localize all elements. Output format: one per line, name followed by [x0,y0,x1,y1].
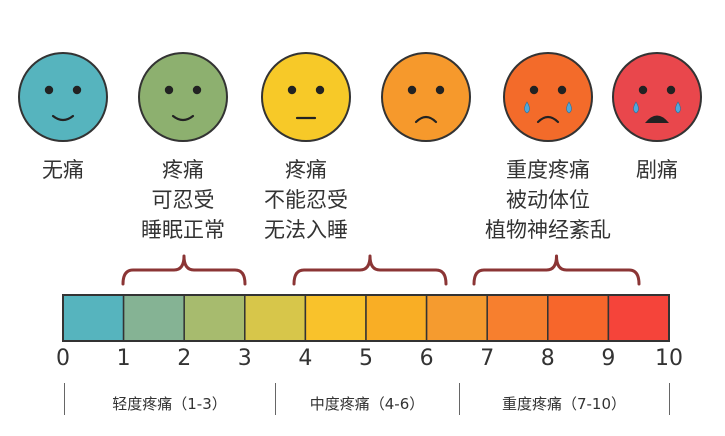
brace-2 [472,254,641,286]
range-divider [275,383,276,415]
face-0-icon [18,52,108,142]
face-4-label-line: 植物神经紊乱 [485,218,611,242]
tick-label: 3 [237,346,252,371]
scale-segment [607,294,670,342]
face-2-label-line: 无法入睡 [264,218,348,242]
range-divider [64,383,65,415]
face-2-icon [261,52,351,142]
face-1-label-line: 疼痛 [162,158,204,182]
scale-segment [547,294,610,342]
face-3-icon [381,52,471,142]
tick-label: 10 [655,346,683,371]
face-0-label: 无痛 [0,155,143,185]
face-2-label: 疼痛不能忍受无法入睡 [226,155,386,245]
face-4-icon [503,52,593,142]
range-label: 中度疼痛（4-6） [309,395,425,413]
tick-label: 8 [540,346,555,371]
scale-segment [486,294,549,342]
face-4-label: 重度疼痛被动体位植物神经紊乱 [468,155,628,245]
face-1-label-line: 可忍受 [151,188,215,212]
scale-segment [304,294,367,342]
brace-0 [121,254,247,286]
tick-label: 5 [359,346,373,371]
face-5-label: 剧痛 [577,155,725,185]
range-divider [459,383,460,415]
scale-segment [62,294,125,342]
tick-label: 2 [177,346,192,371]
face-2-label-line: 不能忍受 [264,188,348,212]
tick-label: 7 [480,346,495,371]
face-4-label-line: 被动体位 [506,188,590,212]
face-1-label-line: 睡眠正常 [141,218,225,242]
range-label: 轻度疼痛（1-3） [112,395,227,413]
face-0-label-line: 无痛 [42,158,84,182]
scale-segment [244,294,307,342]
face-2-label-line: 疼痛 [285,158,327,182]
face-5-icon [612,52,702,142]
face-1-icon [138,52,228,142]
face-4-label-line: 重度疼痛 [506,158,590,182]
scale-segment [365,294,428,342]
tick-label: 9 [601,346,616,371]
tick-label: 0 [56,346,70,371]
brace-1 [292,254,448,286]
scale-segment [183,294,246,342]
face-5-label-line: 剧痛 [636,158,678,182]
tick-label: 6 [419,346,434,371]
scale-segment [425,294,488,342]
face-1-label: 疼痛 可忍受 睡眠正常 [103,155,263,245]
scale-bar-border [62,294,670,342]
range-label: 重度疼痛（7-10） [501,395,627,413]
tick-label: 1 [116,346,131,371]
scale-segment [122,294,185,342]
tick-label: 4 [298,346,313,371]
range-divider [669,383,670,415]
